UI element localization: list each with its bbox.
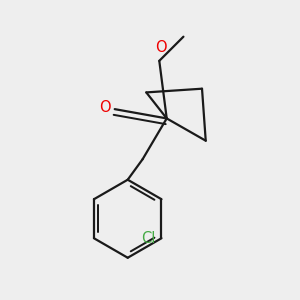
Text: O: O [155,40,167,55]
Text: Cl: Cl [142,231,156,246]
Text: O: O [100,100,111,115]
